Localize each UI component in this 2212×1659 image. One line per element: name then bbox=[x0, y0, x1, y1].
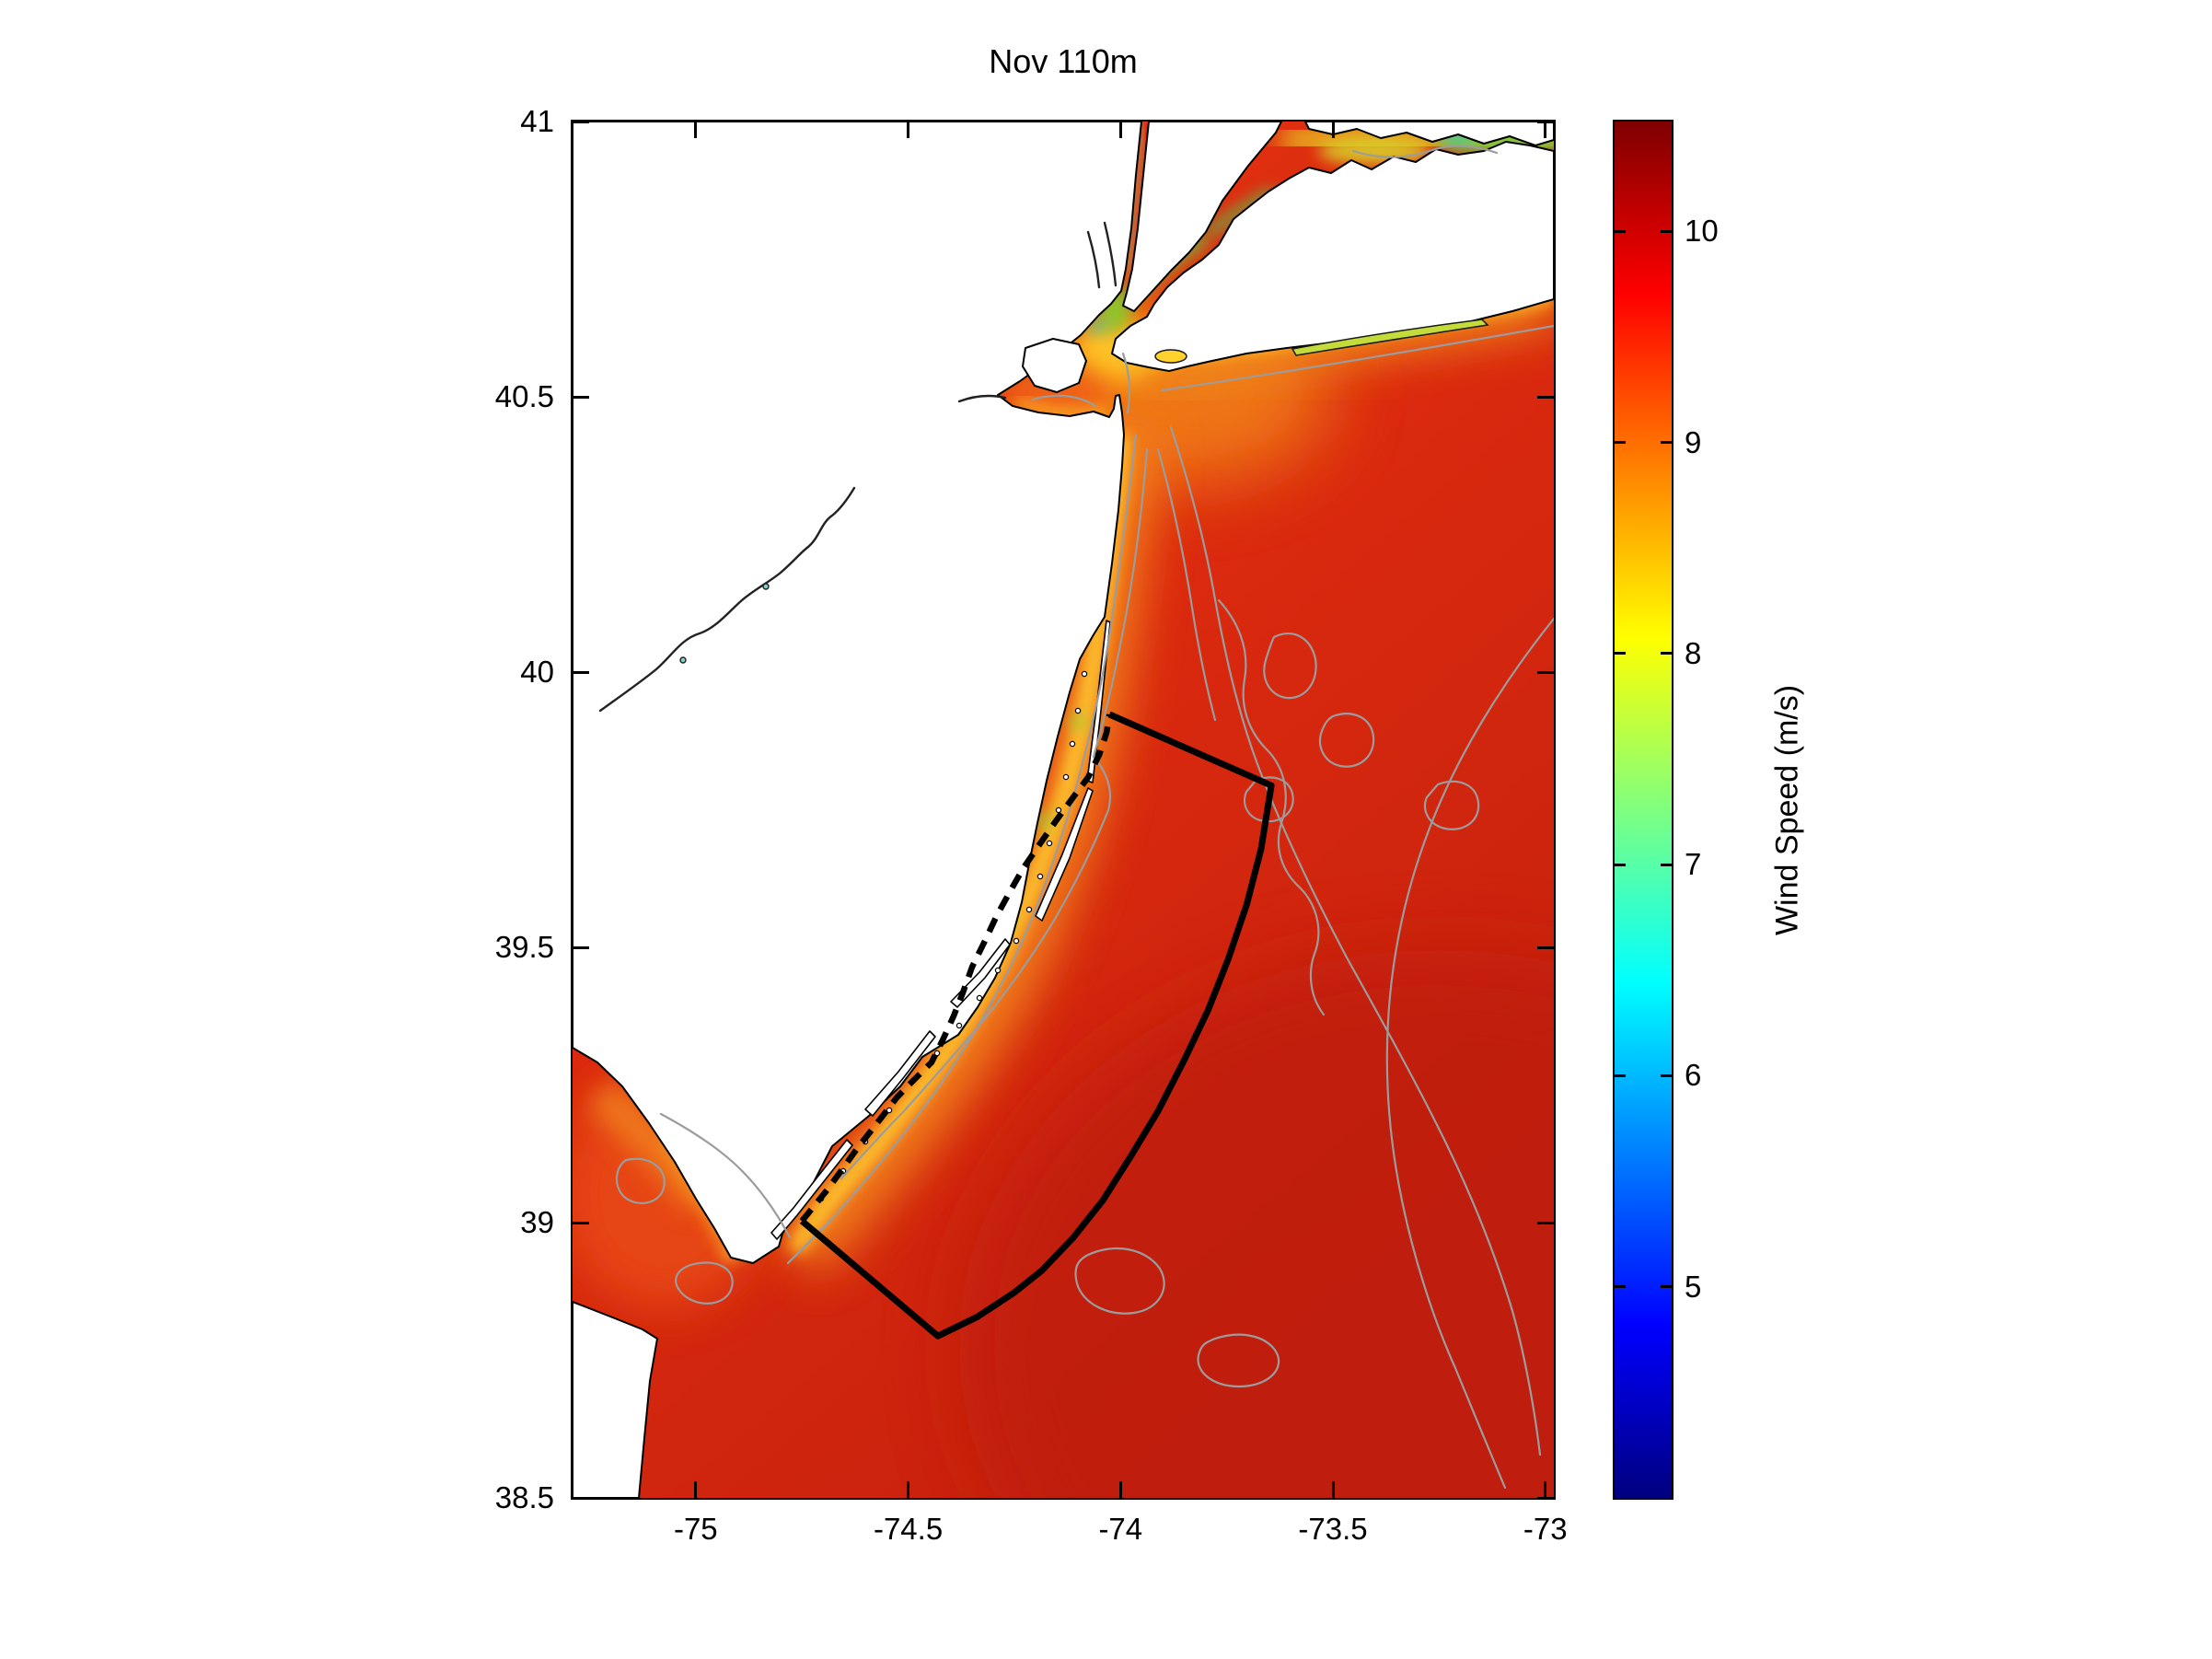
land-delaware bbox=[573, 1301, 658, 1498]
map-axes bbox=[571, 120, 1556, 1500]
y-tick-mark bbox=[1537, 1221, 1554, 1224]
land-long-island bbox=[1111, 141, 1554, 372]
y-tick-mark bbox=[1537, 670, 1554, 674]
y-tick-label: 40.5 bbox=[494, 379, 554, 413]
colorbar-tick-mark bbox=[1661, 652, 1672, 655]
land-staten-island bbox=[1022, 338, 1087, 393]
x-tick-mark bbox=[694, 122, 698, 138]
colorbar-tick-mark bbox=[1615, 1073, 1626, 1077]
colorbar-tick-label: 10 bbox=[1685, 214, 1719, 249]
colorbar-tick-mark bbox=[1661, 863, 1672, 866]
jamaica-bay bbox=[1154, 349, 1187, 364]
y-tick-mark bbox=[1537, 395, 1554, 399]
raritan-river bbox=[957, 394, 1007, 403]
x-tick-label: -74 bbox=[1098, 1512, 1143, 1546]
plot-title: Nov 110m bbox=[989, 42, 1138, 80]
land-connecticut-shore bbox=[1304, 122, 1554, 146]
y-tick-label: 39 bbox=[520, 1205, 554, 1239]
x-tick-mark bbox=[907, 1481, 910, 1498]
y-tick-mark bbox=[573, 1496, 589, 1500]
hackensack-river bbox=[1086, 230, 1101, 289]
colorbar bbox=[1613, 120, 1673, 1500]
south-shore-bays bbox=[1154, 319, 1489, 364]
x-tick-label: -73 bbox=[1523, 1512, 1568, 1546]
land-manhattan-westchester bbox=[1122, 122, 1282, 312]
y-tick-label: 41 bbox=[520, 104, 554, 138]
colorbar-tick-mark bbox=[1615, 863, 1626, 866]
x-tick-mark bbox=[694, 1481, 698, 1498]
colorbar-tick-label: 7 bbox=[1685, 847, 1702, 882]
y-tick-label: 38.5 bbox=[494, 1480, 554, 1514]
colorbar-tick-mark bbox=[1661, 1073, 1672, 1077]
colorbar-tick-mark bbox=[1615, 652, 1626, 655]
study-area-boundary bbox=[799, 711, 1275, 1340]
great-south-bay bbox=[1291, 319, 1489, 356]
y-tick-label: 40 bbox=[520, 655, 554, 689]
x-tick-label: -74.5 bbox=[873, 1512, 944, 1546]
y-tick-mark bbox=[573, 120, 589, 123]
inland-waters bbox=[598, 221, 1118, 713]
y-tick-mark bbox=[1537, 120, 1554, 123]
y-tick-mark bbox=[573, 670, 589, 674]
coastline-land bbox=[573, 122, 1554, 1498]
study-area-dashed-boundary bbox=[799, 713, 1113, 1224]
colorbar-tick-mark bbox=[1615, 441, 1626, 445]
x-tick-label: -75 bbox=[673, 1512, 718, 1546]
colorbar-tick-mark bbox=[1661, 441, 1672, 445]
x-tick-mark bbox=[1331, 1481, 1335, 1498]
colorbar-tick-label: 9 bbox=[1685, 424, 1702, 459]
y-tick-mark bbox=[573, 1221, 589, 1224]
study-area-solid-boundary bbox=[799, 711, 1275, 1340]
x-tick-mark bbox=[1544, 122, 1547, 138]
colorbar-tick-label: 6 bbox=[1685, 1058, 1702, 1093]
bathymetry-contours bbox=[615, 145, 1554, 1490]
x-tick-mark bbox=[1544, 1481, 1547, 1498]
x-tick-mark bbox=[1331, 122, 1335, 138]
colorbar-tick-mark bbox=[1615, 1285, 1626, 1289]
colorbar-tick-label: 5 bbox=[1685, 1269, 1702, 1304]
x-tick-mark bbox=[1118, 1481, 1122, 1498]
colorbar-tick-mark bbox=[1615, 229, 1626, 233]
passaic-river bbox=[1103, 221, 1118, 287]
colorbar-tick-mark bbox=[1661, 1285, 1672, 1289]
y-tick-mark bbox=[1537, 1496, 1554, 1500]
colorbar-tick-mark bbox=[1661, 229, 1672, 233]
colorbar-tick-label: 8 bbox=[1685, 635, 1702, 670]
x-tick-mark bbox=[1118, 122, 1122, 138]
y-tick-mark bbox=[573, 946, 589, 949]
delaware-river bbox=[598, 545, 810, 713]
wind-speed-map bbox=[573, 122, 1554, 1498]
y-tick-mark bbox=[573, 395, 589, 399]
y-tick-label: 39.5 bbox=[494, 930, 554, 964]
colorbar-label: Wind Speed (m/s) bbox=[1769, 684, 1805, 936]
y-tick-mark bbox=[1537, 946, 1554, 949]
x-tick-label: -73.5 bbox=[1298, 1512, 1368, 1546]
x-tick-mark bbox=[907, 122, 910, 138]
